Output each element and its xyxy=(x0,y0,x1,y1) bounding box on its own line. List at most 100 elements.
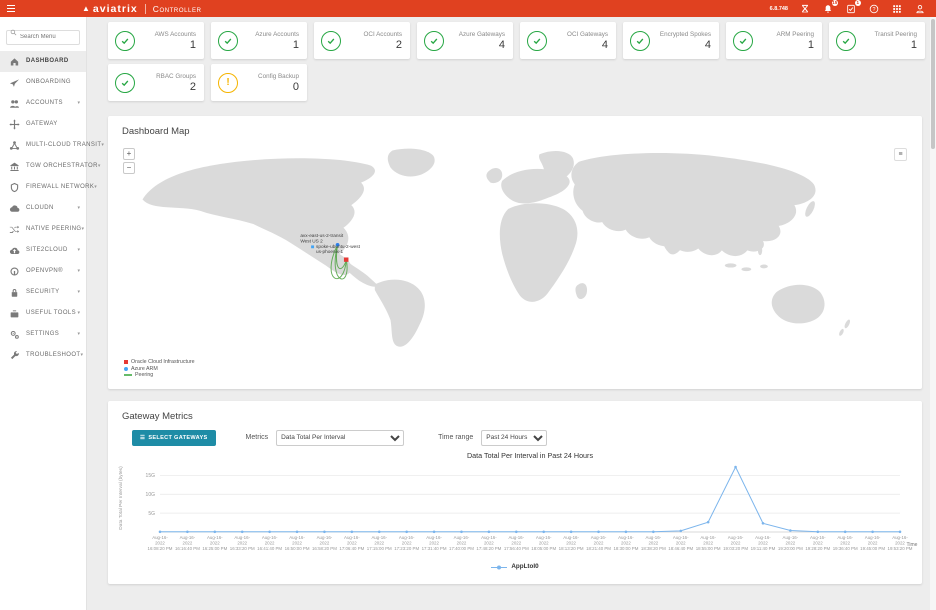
select-gateways-button[interactable]: ☰ SELECT GATEWAYS xyxy=(132,429,216,446)
x-tick-label: 2022 xyxy=(539,540,549,545)
data-point xyxy=(597,530,600,533)
status-card-rbac-groups: RBAC Groups 2 xyxy=(108,64,204,101)
apps-grid-icon[interactable] xyxy=(891,3,903,15)
map-legend: Oracle Cloud Infrastructure Azure ARM Peer… xyxy=(108,359,922,389)
timerange-dropdown-label: Time range xyxy=(438,434,474,441)
x-tick-label: 16:08:20 PM xyxy=(148,545,173,550)
series-legend-marker-icon xyxy=(491,558,508,576)
peering-links xyxy=(330,244,348,280)
search-icon xyxy=(10,29,17,36)
data-point xyxy=(323,530,326,533)
data-point xyxy=(898,530,902,533)
notification-badge: 15 xyxy=(831,0,838,6)
square-legend-marker-icon xyxy=(124,360,128,365)
x-tick-label: Aug-16- xyxy=(728,535,744,540)
map-zoom-out-button[interactable]: − xyxy=(123,162,135,174)
x-tick-label: 2022 xyxy=(703,540,713,545)
map-label-marker xyxy=(311,245,315,249)
x-tick-label: 17:40:00 PM xyxy=(449,545,474,550)
x-tick-label: 2022 xyxy=(292,540,302,545)
bell-icon[interactable]: 15 xyxy=(822,0,838,15)
world-map: avx-east-us-2-transit West US 2 spoke-ub… xyxy=(142,148,851,347)
data-point xyxy=(460,530,463,533)
sidebar-item-firewall-network[interactable]: FIREWALL NETWORK ▾ xyxy=(0,177,97,198)
oci-marker[interactable] xyxy=(343,257,349,262)
sidebar-item-security[interactable]: SECURITY ▾ xyxy=(0,282,86,303)
status-card-value: 4 xyxy=(601,38,608,51)
data-point xyxy=(405,530,408,533)
sidebar-item-label: FIREWALL NETWORK xyxy=(26,184,95,190)
indonesia-1 xyxy=(724,263,737,268)
divider xyxy=(144,3,146,14)
status-card-value: 0 xyxy=(292,80,299,93)
philippines xyxy=(757,245,763,256)
x-tick-label: 2022 xyxy=(484,540,494,545)
lock-icon xyxy=(9,287,20,298)
x-tick-label: Aug-16- xyxy=(344,535,360,540)
map-legend-label: Azure ARM xyxy=(131,365,158,372)
sidebar-item-tgw-orchestrator[interactable]: TGW ORCHESTRATOR ▾ xyxy=(0,156,100,177)
sidebar-item-multi-cloud-transit[interactable]: MULTI-CLOUD TRANSIT ▾ xyxy=(0,135,104,156)
x-tick-label: 2022 xyxy=(155,540,165,545)
chart-legend[interactable]: AppLtoI0 xyxy=(108,558,922,584)
tasks-icon[interactable]: 1 xyxy=(845,0,861,15)
sidebar-item-dashboard[interactable]: DASHBOARD xyxy=(0,50,86,72)
x-tick-label: Aug-16- xyxy=(317,535,333,540)
metrics-select[interactable]: Data Total Per Interval xyxy=(276,429,405,446)
help-icon[interactable]: ? xyxy=(868,3,880,15)
sidebar-item-openvpn[interactable]: OPENVPN® ▾ xyxy=(0,261,86,282)
status-card-config-backup: ! Config Backup 0 xyxy=(211,64,307,101)
check-circle-icon xyxy=(115,72,135,93)
x-tick-label: 19:28:20 PM xyxy=(805,545,830,550)
sidebar-item-useful-tools[interactable]: USEFUL TOOLS ▾ xyxy=(0,303,86,324)
data-point xyxy=(186,530,189,533)
gateway-metrics-chart: Data Total Per Interval in Past 24 Hours… xyxy=(118,451,918,551)
x-tick-label: Aug-16- xyxy=(563,535,579,540)
status-card-label: OCI Gateways xyxy=(567,30,608,38)
map-menu-icon[interactable]: ≡ xyxy=(894,148,907,161)
hamburger-icon[interactable] xyxy=(0,5,20,12)
x-tick-label: Aug-16- xyxy=(289,535,305,540)
sidebar-item-cloudn[interactable]: CLOUDN ▾ xyxy=(0,198,86,219)
sidebar-item-label: ONBOARDING xyxy=(26,79,72,85)
check-circle-icon xyxy=(321,30,341,51)
user-icon[interactable] xyxy=(914,3,926,15)
scrollbar-thumb[interactable] xyxy=(931,19,935,149)
data-point xyxy=(843,530,847,533)
hourglass-icon[interactable] xyxy=(799,3,811,15)
sidebar-item-onboarding[interactable]: ONBOARDING xyxy=(0,72,86,93)
timerange-select[interactable]: Past 24 Hours xyxy=(481,429,548,446)
x-tick-label: 19:53:20 PM xyxy=(888,545,913,550)
sidebar-item-accounts[interactable]: ACCOUNTS ▾ xyxy=(0,93,86,114)
azure-arm-marker[interactable] xyxy=(335,242,340,247)
x-tick-label: 2022 xyxy=(868,540,878,545)
map-zoom-in-button[interactable]: + xyxy=(123,148,135,160)
sidebar-item-native-peering[interactable]: NATIVE PEERING ▾ xyxy=(0,219,86,240)
x-tick-label: 17:06:40 PM xyxy=(339,545,364,550)
sidebar-item-site2cloud[interactable]: SITE2CLOUD ▾ xyxy=(0,240,86,261)
x-tick-label: 19:45:00 PM xyxy=(860,545,885,550)
sidebar-item-label: TGW ORCHESTRATOR xyxy=(26,163,98,169)
x-tick-label: 2022 xyxy=(785,540,795,545)
y-tick-label: 5G xyxy=(148,510,155,516)
india xyxy=(661,226,687,255)
vertical-scrollbar[interactable] xyxy=(930,17,936,610)
indonesia-2 xyxy=(741,267,752,272)
warning-circle-icon: ! xyxy=(218,72,238,93)
map-legend-item: Oracle Cloud Infrastructure xyxy=(124,359,906,366)
x-tick-label: 2022 xyxy=(210,540,220,545)
sidebar-item-label: MULTI-CLOUD TRANSIT xyxy=(26,142,102,148)
status-card-transit-peering: Transit Peering 1 xyxy=(829,22,925,59)
circle-legend-marker-icon xyxy=(124,366,128,371)
status-card-label: Azure Accounts xyxy=(255,30,299,38)
x-tick-label: 16:58:20 PM xyxy=(312,545,337,550)
x-tick-label: Aug-16- xyxy=(700,535,716,540)
x-tick-label: 16:50:00 PM xyxy=(285,545,310,550)
search-input[interactable] xyxy=(6,29,80,45)
sidebar-item-label: NATIVE PEERING xyxy=(26,226,82,232)
sidebar-item-troubleshoot[interactable]: TROUBLESHOOT ▾ xyxy=(0,345,86,366)
sidebar-item-settings[interactable]: SETTINGS ▾ xyxy=(0,324,86,345)
sidebar-item-label: DASHBOARD xyxy=(26,58,69,64)
sidebar-item-gateway[interactable]: GATEWAY xyxy=(0,114,86,135)
check-circle-icon xyxy=(836,30,856,51)
